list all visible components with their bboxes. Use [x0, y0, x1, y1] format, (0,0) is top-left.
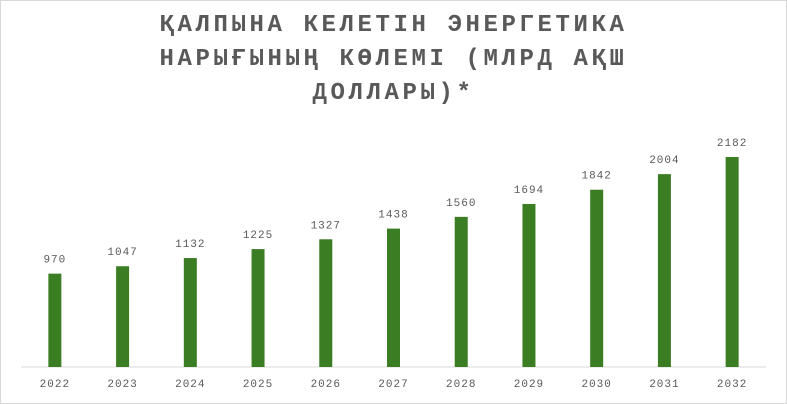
x-tick-label: 2030 — [581, 379, 611, 391]
bar — [725, 157, 739, 367]
bar — [183, 258, 197, 367]
x-tick-label: 2025 — [243, 379, 273, 391]
x-tick-label: 2024 — [175, 379, 205, 391]
bar — [251, 249, 265, 367]
data-label: 970 — [43, 255, 66, 267]
bar — [590, 189, 604, 367]
data-label: 1438 — [378, 210, 408, 222]
data-label: 1327 — [311, 220, 341, 232]
x-tick-label: 2029 — [514, 379, 544, 391]
x-tick-label: 2023 — [107, 379, 137, 391]
data-label: 1225 — [243, 230, 273, 242]
bar — [48, 273, 62, 367]
x-tick-label: 2031 — [649, 379, 679, 391]
x-tick-label: 2028 — [446, 379, 476, 391]
data-label: 1132 — [175, 239, 205, 251]
bar — [657, 174, 671, 367]
data-label: 1560 — [446, 198, 476, 210]
chart-title: ҚАЛПЫНА КЕЛЕТІН ЭНЕРГЕТИКА НАРЫҒЫНЫҢ КӨЛ… — [159, 12, 628, 107]
bar — [387, 228, 400, 367]
x-tick-label: 2032 — [717, 379, 747, 391]
data-label: 1047 — [107, 247, 137, 259]
bar — [522, 203, 536, 367]
x-tick-label: 2022 — [40, 379, 70, 391]
data-label: 1694 — [514, 185, 544, 197]
data-label: 2004 — [649, 155, 679, 167]
x-tick-label: 2026 — [311, 379, 341, 391]
data-label: 2182 — [717, 138, 747, 150]
bar — [319, 239, 333, 367]
bar — [454, 216, 468, 367]
data-label: 1842 — [581, 171, 611, 183]
x-tick-label: 2027 — [378, 379, 408, 391]
bar — [116, 266, 130, 367]
